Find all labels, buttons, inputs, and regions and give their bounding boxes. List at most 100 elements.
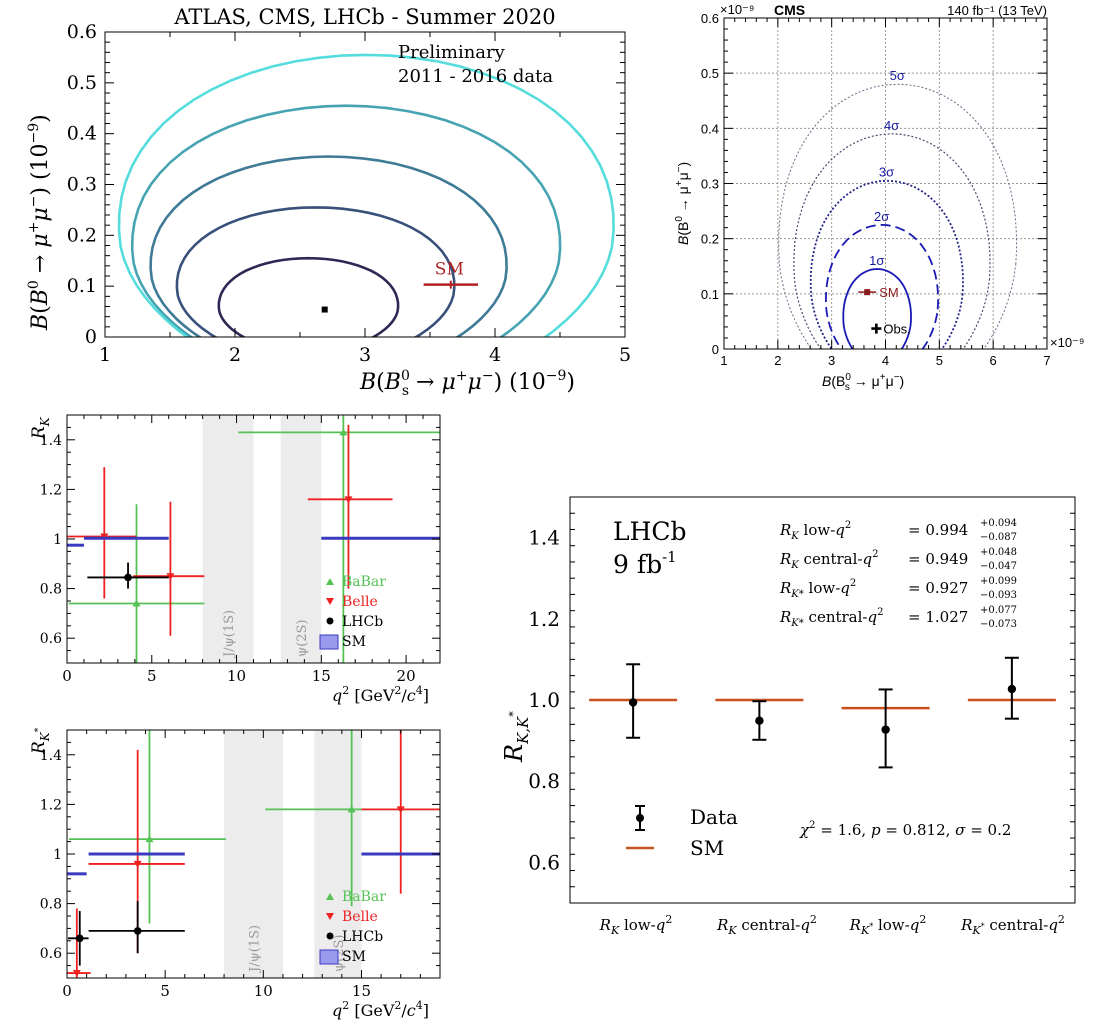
y-tick-label: 0.6 bbox=[40, 631, 62, 647]
contour-line-5 bbox=[117, 53, 615, 337]
sm-label: SM bbox=[435, 260, 464, 280]
x-axis-title: q2 [GeV2/c4] bbox=[332, 999, 429, 1020]
resonance-band bbox=[314, 730, 362, 978]
annotation-preliminary: Preliminary bbox=[398, 42, 506, 63]
category-label: RK low-q2 bbox=[599, 913, 673, 937]
sigma-label: 3σ bbox=[879, 165, 894, 180]
result-value: = 0.927 bbox=[908, 579, 968, 597]
result-label: RK* low-q2 bbox=[779, 578, 856, 600]
result-error-up: +0.048 bbox=[980, 547, 1017, 558]
belle-marker bbox=[396, 806, 405, 814]
sigma-label: 5σ bbox=[890, 68, 905, 83]
lumi-label: 9 fb-1 bbox=[613, 548, 677, 579]
y-tick-label: 0.6 bbox=[528, 850, 560, 874]
result-error-up: +0.094 bbox=[980, 518, 1017, 529]
best-fit-marker bbox=[321, 306, 328, 313]
y-tick-label: 0.8 bbox=[528, 769, 560, 793]
x-tick-label: 7 bbox=[1043, 353, 1050, 368]
resonance-band bbox=[202, 415, 254, 663]
result-label: RK low-q2 bbox=[779, 520, 851, 542]
legend-label: LHCb bbox=[342, 929, 383, 945]
x-axis-title: B(B0 s → μ+μ−) (10−9) bbox=[359, 368, 575, 399]
x-tick-label: 0 bbox=[62, 667, 72, 685]
legend-label: SM bbox=[342, 634, 366, 650]
annotation-data-years: 2011 - 2016 data bbox=[398, 66, 553, 87]
y-tick-label: 0 bbox=[85, 326, 97, 348]
resonance-band bbox=[280, 415, 322, 663]
y-axis-title: RK* bbox=[29, 727, 52, 755]
legend-label: LHCb bbox=[342, 614, 383, 630]
category-label: RK* central-q2 bbox=[960, 913, 1065, 937]
babar-marker bbox=[347, 805, 356, 813]
y-tick-label: 1 bbox=[53, 847, 62, 863]
x-tick-label: 1 bbox=[720, 353, 727, 368]
x-tick-label: 5 bbox=[619, 344, 631, 366]
y-tick-label: 0.3 bbox=[701, 177, 719, 192]
x-axis-title: B(B0 s → μ+μ−) bbox=[822, 372, 904, 393]
legend-marker-sm bbox=[319, 634, 339, 650]
lhcb-marker bbox=[133, 927, 142, 935]
x-tick-label: 15 bbox=[312, 667, 331, 685]
x-tick-label: 6 bbox=[990, 353, 997, 368]
legend-label: BaBar bbox=[342, 889, 386, 905]
y-tick-label: 0.1 bbox=[701, 287, 719, 302]
y-tick-label: 0.6 bbox=[701, 11, 719, 26]
legend-label: Belle bbox=[342, 594, 378, 610]
y-tick-label: 1.2 bbox=[528, 607, 560, 631]
obs-label: Obs. bbox=[883, 322, 910, 337]
sm-band bbox=[67, 872, 87, 876]
lhcb-plot-frame bbox=[569, 496, 1076, 904]
y-axis-title: B(B0 → μ+μ−) (10−9) bbox=[26, 114, 53, 331]
x-tick-label: 15 bbox=[352, 982, 371, 1000]
x-tick-label: 5 bbox=[936, 353, 943, 368]
sm-band bbox=[88, 852, 185, 856]
chart-title: ATLAS, CMS, LHCb - Summer 2020 bbox=[173, 5, 555, 29]
errorbar-group bbox=[67, 415, 440, 663]
legend-marker-belle bbox=[326, 913, 334, 920]
contour-group bbox=[778, 83, 1018, 349]
sigma-contour-3 bbox=[809, 179, 964, 349]
x-tick-label: 3 bbox=[828, 353, 835, 368]
errorbar-group bbox=[67, 730, 440, 978]
x-tick-label: 5 bbox=[147, 667, 157, 685]
legend-label: BaBar bbox=[342, 574, 386, 590]
result-value: = 1.027 bbox=[908, 608, 968, 626]
sm-band bbox=[321, 536, 440, 540]
experiment-label: LHCb bbox=[613, 517, 687, 546]
x-tick-label: 10 bbox=[254, 982, 273, 1000]
y-tick-label: 0.8 bbox=[40, 897, 62, 913]
legend-marker-lhcb bbox=[326, 932, 334, 940]
lhcb-marker bbox=[124, 573, 132, 582]
fit-statistics: χ2 = 1.6, p = 0.812, σ = 0.2 bbox=[799, 820, 1011, 839]
legend-label: SM bbox=[342, 949, 366, 965]
resonance-label: J/ψ(1S) bbox=[222, 610, 237, 659]
y-tick-label: 0.5 bbox=[701, 66, 719, 81]
legend-label-sm: SM bbox=[690, 836, 724, 860]
sigma-label: 4σ bbox=[884, 118, 899, 133]
y-tick-label: 1.4 bbox=[40, 433, 62, 449]
result-error-up: +0.099 bbox=[980, 576, 1017, 587]
contour-line-3 bbox=[149, 155, 508, 337]
y-axis-title: RK,K* bbox=[500, 711, 532, 763]
y-tick-label: 1.2 bbox=[40, 797, 62, 813]
sigma-contour-1 bbox=[842, 268, 912, 349]
category-label: RK* low-q2 bbox=[849, 913, 927, 937]
y-tick-label: 1.4 bbox=[40, 748, 62, 764]
result-label: RK* central-q2 bbox=[779, 607, 883, 629]
y-axis-title: B(B0 → μ+μ−) bbox=[674, 162, 691, 245]
y-tick-label: 0.8 bbox=[40, 582, 62, 598]
y-exponent: ×10⁻⁹ bbox=[720, 2, 754, 17]
y-tick-label: 0.6 bbox=[67, 21, 97, 43]
y-tick-label: 1 bbox=[53, 532, 62, 548]
result-error-up: +0.077 bbox=[980, 605, 1017, 616]
x-tick-label: 10 bbox=[227, 667, 246, 685]
lumi-label: 140 fb⁻¹ (13 TeV) bbox=[947, 3, 1047, 18]
contour-line-4 bbox=[130, 104, 562, 337]
y-tick-label: 0.4 bbox=[67, 123, 97, 145]
x-tick-label: 4 bbox=[882, 353, 889, 368]
sm-label: SM bbox=[879, 285, 899, 300]
babar-marker bbox=[145, 835, 154, 843]
legend-marker-babar bbox=[326, 893, 334, 900]
y-axis-title: RK bbox=[29, 416, 52, 440]
